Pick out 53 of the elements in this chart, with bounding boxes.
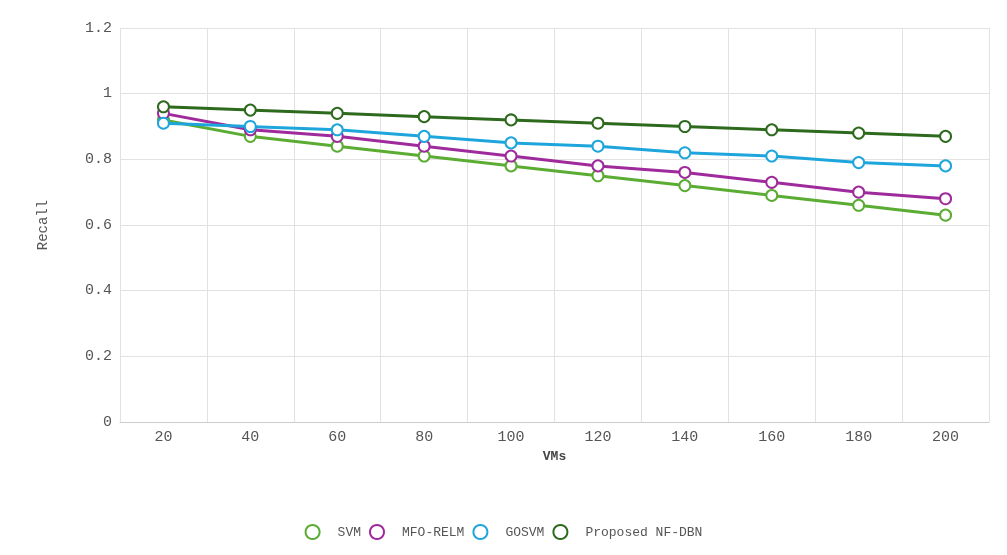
y-tick-label: 0 [102, 413, 112, 431]
point [678, 146, 692, 160]
y-tick-label: 0.4 [84, 282, 112, 300]
legend-label: SVM [337, 524, 361, 540]
point [852, 198, 866, 212]
x-tick-label: 60 [328, 429, 347, 446]
point [678, 120, 692, 133]
point [939, 192, 953, 206]
x-tick-label: 80 [415, 429, 434, 446]
legend-label: MFO-RELM [401, 524, 465, 540]
point [156, 100, 170, 114]
point [504, 113, 518, 127]
x-tick-label: 200 [932, 429, 960, 446]
point [504, 149, 518, 163]
point [417, 139, 431, 153]
y-tick-label: 0.8 [84, 150, 112, 168]
x-tick-label: 160 [758, 429, 786, 446]
point [765, 188, 779, 202]
point [939, 159, 953, 173]
y-tick-label: 0.2 [84, 347, 112, 365]
point [678, 165, 692, 179]
point [243, 120, 257, 133]
point [417, 129, 431, 143]
point [852, 185, 866, 199]
point [330, 106, 344, 120]
y-tick-label: 0.6 [84, 216, 112, 234]
point [678, 179, 692, 193]
point [852, 126, 866, 140]
point [591, 139, 605, 153]
point [243, 103, 257, 117]
legend-label: Proposed NF-DBN [585, 524, 703, 540]
x-tick-label: 140 [671, 429, 699, 446]
point [591, 116, 605, 130]
legend-label: GOSVM [505, 524, 545, 540]
x-tick-label: 40 [241, 429, 260, 446]
x-tick-label: 180 [845, 429, 873, 446]
point [417, 110, 431, 124]
y-tick-label: 1.2 [84, 19, 112, 37]
point [591, 159, 605, 173]
point [939, 129, 953, 143]
point [504, 136, 518, 150]
point [852, 156, 866, 170]
y-axis-title: Recall [35, 199, 51, 251]
x-tick-label: 20 [154, 429, 173, 446]
point [330, 123, 344, 137]
point [765, 175, 779, 189]
point [765, 123, 779, 137]
x-tick-label: 100 [497, 429, 525, 446]
point [939, 208, 953, 222]
x-axis-title: VMs [542, 448, 567, 464]
y-tick-label: 1 [102, 85, 112, 103]
x-tick-label: 120 [584, 429, 612, 446]
point [765, 149, 779, 163]
